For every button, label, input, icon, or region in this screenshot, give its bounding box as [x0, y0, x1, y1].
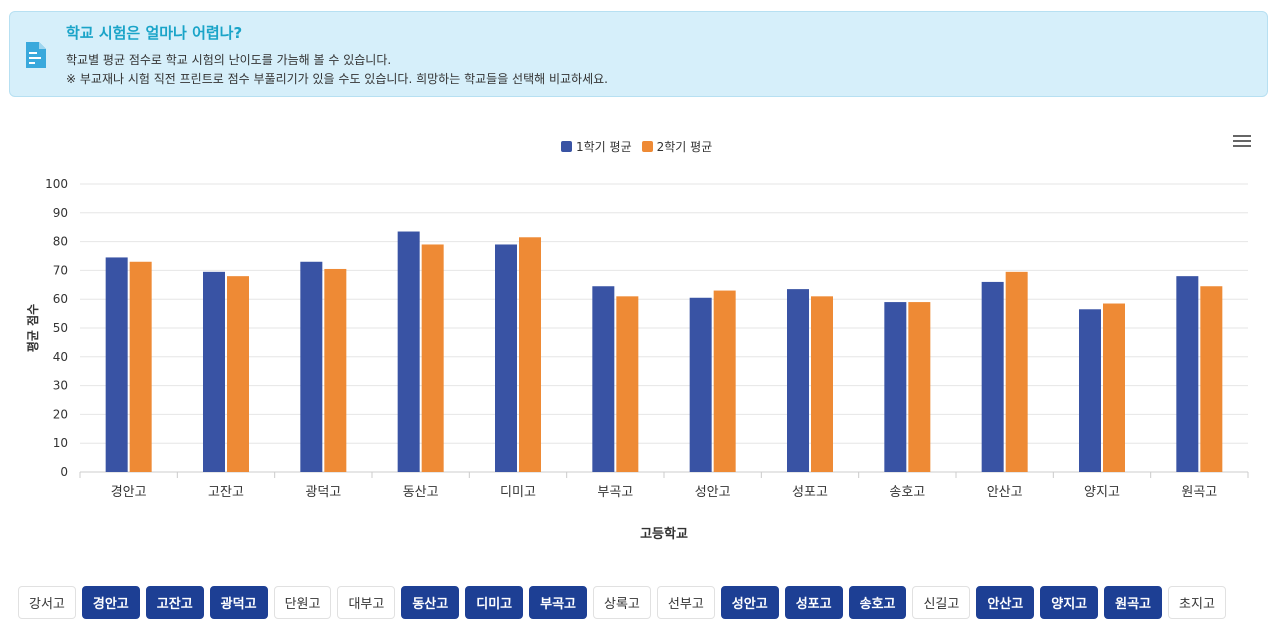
school-button-신길고[interactable]: 신길고 [912, 586, 971, 619]
bar-2-성안고 [713, 290, 736, 472]
bar-1-성포고 [787, 289, 809, 472]
school-button-초지고[interactable]: 초지고 [1168, 586, 1226, 619]
school-button-강서고[interactable]: 강서고 [18, 586, 76, 619]
school-button-부곡고[interactable]: 부곡고 [529, 586, 588, 619]
school-button-성안고[interactable]: 성안고 [720, 586, 779, 619]
y-tick-label: 40 [53, 350, 68, 364]
school-button-경안고[interactable]: 경안고 [81, 586, 140, 619]
x-tick-label: 성안고 [695, 485, 731, 500]
bar-2-원곡고 [1200, 286, 1223, 472]
y-tick-label: 80 [53, 235, 68, 249]
school-button-원곡고[interactable]: 원곡고 [1104, 586, 1163, 619]
bar-2-송호고 [908, 302, 931, 472]
bar-2-경안고 [129, 261, 152, 472]
x-axis-title: 고등학교 [640, 526, 688, 542]
school-button-광덕고[interactable]: 광덕고 [209, 586, 268, 619]
bar-1-경안고 [105, 257, 128, 472]
y-tick-label: 60 [53, 292, 68, 306]
document-icon [26, 42, 46, 68]
hamburger-menu-icon[interactable] [1233, 135, 1251, 149]
legend-item-1[interactable]: 1학기 평균 [561, 138, 632, 155]
school-button-대부고[interactable]: 대부고 [337, 586, 396, 619]
bar-2-동산고 [421, 244, 444, 472]
school-button-성포고[interactable]: 성포고 [784, 586, 843, 619]
bar-1-고잔고 [203, 271, 225, 472]
legend-swatch [641, 141, 653, 152]
x-tick-label: 원곡고 [1181, 485, 1217, 500]
y-tick-label: 70 [53, 263, 68, 277]
x-tick-label: 광덕고 [305, 485, 341, 500]
school-button-디미고[interactable]: 디미고 [465, 586, 524, 619]
school-selector: 강서고 경안고 고잔고 광덕고 단원고 대부고 동산고 디미고 부곡고 상록고 선부고 성안고 성포고 송… [18, 586, 1268, 619]
x-tick-label: 동산고 [403, 485, 439, 500]
bar-1-송호고 [884, 302, 907, 472]
info-description: 학교별 평균 점수로 학교 시험의 난이도를 가늠해 볼 수 있습니다. [66, 53, 392, 67]
bar-2-성포고 [811, 296, 833, 472]
school-button-동산고[interactable]: 동산고 [401, 586, 460, 619]
x-tick-label: 부곡고 [597, 485, 633, 500]
school-button-양지고[interactable]: 양지고 [1040, 586, 1099, 619]
bar-1-양지고 [1079, 309, 1101, 472]
bar-1-디미고 [495, 244, 517, 472]
school-button-단원고[interactable]: 단원고 [273, 586, 332, 619]
bar-1-성안고 [689, 297, 712, 472]
info-title: 학교 시험은 얼마나 어렵나? [66, 24, 243, 42]
legend-item-2[interactable]: 2학기 평균 [641, 138, 713, 155]
bar-1-원곡고 [1176, 276, 1199, 472]
bar-2-디미고 [519, 237, 541, 472]
bar-1-부곡고 [592, 286, 615, 472]
bar-2-부곡고 [616, 296, 639, 472]
x-tick-label: 안산고 [987, 485, 1023, 500]
school-button-송호고[interactable]: 송호고 [848, 586, 907, 619]
y-tick-label: 30 [53, 379, 68, 393]
bar-2-광덕고 [324, 268, 347, 472]
x-tick-label: 고잔고 [208, 485, 244, 500]
chart-legend: 1학기 평균 2학기 평균 [561, 138, 712, 155]
x-tick-label: 경안고 [111, 485, 147, 500]
y-tick-label: 90 [53, 206, 68, 220]
x-tick-label: 양지고 [1084, 485, 1120, 500]
info-banner: 학교 시험은 얼마나 어렵나? 학교별 평균 점수로 학교 시험의 난이도를 가… [9, 11, 1268, 97]
x-tick-label: 송호고 [889, 485, 925, 500]
school-button-상록고[interactable]: 상록고 [593, 586, 651, 619]
bar-2-고잔고 [227, 276, 249, 472]
bar-2-양지고 [1103, 303, 1125, 472]
bar-1-안산고 [981, 281, 1004, 472]
y-tick-label: 20 [53, 407, 68, 421]
bar-1-광덕고 [300, 261, 323, 472]
school-button-안산고[interactable]: 안산고 [976, 586, 1035, 619]
chart-svg: 0 10 20 30 40 50 60 70 80 90 100 경안고 고잔고 광덕고 동산고 디미고 부곡고… [25, 177, 1249, 542]
bar-2-안산고 [1005, 271, 1028, 472]
legend-label: 2학기 평균 [656, 140, 713, 154]
school-button-고잔고[interactable]: 고잔고 [145, 586, 204, 619]
bar-1-동산고 [397, 231, 420, 472]
y-axis-title: 평균 점수 [25, 304, 40, 352]
legend-swatch [561, 141, 572, 152]
x-tick-label: 디미고 [500, 485, 536, 500]
y-tick-label: 10 [53, 436, 68, 450]
legend-label: 1학기 평균 [576, 140, 632, 154]
y-tick-label: 0 [60, 465, 68, 479]
y-tick-label: 50 [53, 321, 68, 335]
bar-chart: 0 10 20 30 40 50 60 70 80 90 100 경안고 고잔고 광덕고 동산고 디미고 부곡고… [0, 120, 1276, 560]
school-button-선부고[interactable]: 선부고 [656, 586, 715, 619]
info-note: ※ 부교재나 시험 직전 프린트로 점수 부풀리기가 있을 수도 있습니다. 희… [66, 72, 608, 86]
y-tick-label: 100 [45, 177, 68, 191]
x-tick-label: 성포고 [792, 485, 828, 500]
